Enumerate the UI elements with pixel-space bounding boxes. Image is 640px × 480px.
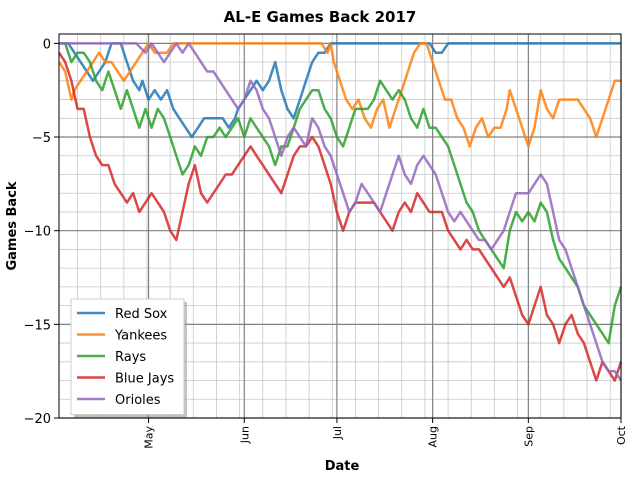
plot-frame <box>58 33 622 419</box>
legend-label: Red Sox <box>115 307 168 322</box>
x-tick-label: Jul <box>331 426 344 440</box>
x-tick-label: Oct <box>615 425 628 445</box>
y-tick-label: −15 <box>24 318 51 333</box>
legend-label: Blue Jays <box>115 372 174 387</box>
y-axis: 0 −5 −10 −15 −20 <box>24 37 59 427</box>
legend: Red Sox Yankees Rays Blue Jays Orioles <box>70 298 187 418</box>
series-line-red-sox <box>59 42 621 139</box>
x-tick-label: Sep <box>522 426 535 447</box>
legend-label: Yankees <box>114 329 167 344</box>
series-line-yankees <box>57 42 621 148</box>
y-tick-label: −10 <box>24 225 51 240</box>
x-axis-label: Date <box>325 459 360 474</box>
y-tick-label: −20 <box>24 412 51 427</box>
series-line-blue-jays <box>57 52 623 382</box>
y-axis-label: Games Back <box>5 181 20 270</box>
x-tick-label: May <box>143 426 156 449</box>
legend-label: Orioles <box>115 393 161 408</box>
x-tick-label: Jun <box>238 426 251 444</box>
series-line-orioles <box>59 42 623 382</box>
series-layer <box>57 42 623 382</box>
y-tick-label: 0 <box>43 37 51 52</box>
series-line-rays <box>59 42 623 345</box>
chart-title: AL-E Games Back 2017 <box>224 8 417 26</box>
y-tick-label: −5 <box>32 131 51 146</box>
x-tick-label: Aug <box>427 426 440 447</box>
legend-label: Rays <box>115 350 146 365</box>
x-axis: May Jun Jul Aug Sep Oct <box>143 418 628 449</box>
